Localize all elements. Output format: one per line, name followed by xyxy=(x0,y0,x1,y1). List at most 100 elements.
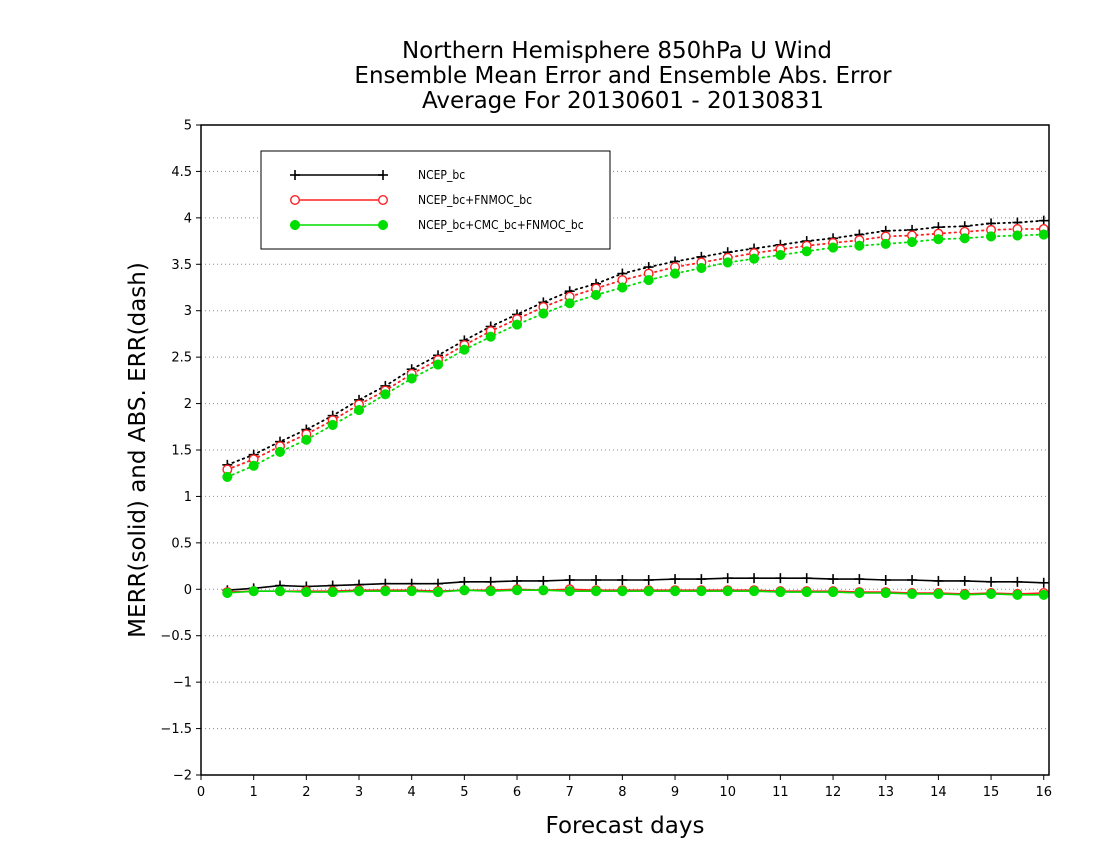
abs-error-point xyxy=(538,308,549,319)
abs-error-point xyxy=(986,231,997,242)
mean-error-point xyxy=(907,575,918,585)
x-tick-label: 8 xyxy=(618,785,626,800)
abs-error-point xyxy=(1038,215,1049,226)
y-tick-label: 0.5 xyxy=(171,536,192,551)
mean-error-point xyxy=(1038,589,1049,600)
abs-error-point xyxy=(696,262,707,274)
y-axis-title: MERR(solid) and ABS. ERR(dash) xyxy=(125,262,151,638)
y-tick-label: 1 xyxy=(184,490,192,505)
abs-error-point xyxy=(669,268,681,279)
x-tick-label: 6 xyxy=(513,785,521,800)
mean-error-point xyxy=(696,586,707,597)
mean-error-line xyxy=(227,577,1044,592)
abs-error-line xyxy=(226,219,1045,466)
y-tick-label: 0 xyxy=(184,583,192,598)
abs-error-point xyxy=(722,257,733,268)
x-tick-label: 4 xyxy=(408,785,416,800)
mean-error-point xyxy=(907,588,918,599)
mean-error-point xyxy=(722,573,733,584)
abs-error-point xyxy=(590,289,602,300)
x-tick-label: 11 xyxy=(772,785,789,800)
abs-error-point xyxy=(353,405,365,416)
mean-error-point xyxy=(1012,589,1023,600)
abs-error-point xyxy=(459,344,470,355)
mean-error-point xyxy=(933,575,944,586)
x-tick-label: 15 xyxy=(983,785,1000,800)
x-tick-label: 2 xyxy=(302,785,310,800)
legend-label: NCEP_bc+CMC_bc+FNMOC_bc xyxy=(418,218,584,232)
mean-error-point xyxy=(564,586,575,597)
y-tick-label: −1.5 xyxy=(160,722,192,737)
abs-error-point xyxy=(327,419,338,430)
mean-error-point xyxy=(380,586,391,597)
legend-marker xyxy=(377,219,389,231)
y-tick-label: 3 xyxy=(184,304,192,319)
abs-error-point xyxy=(432,359,444,370)
abs-error-point xyxy=(380,389,391,400)
mean-error-point xyxy=(301,587,312,598)
legend-marker xyxy=(290,194,301,205)
mean-error-point xyxy=(511,585,523,596)
mean-error-point xyxy=(827,587,839,598)
abs-error-point xyxy=(1038,229,1049,240)
x-tick-label: 7 xyxy=(566,785,574,800)
mean-error-point xyxy=(432,587,444,598)
legend-marker xyxy=(289,219,301,231)
mean-error-point xyxy=(485,586,496,597)
mean-error-point xyxy=(959,589,970,600)
abs-error-point xyxy=(301,434,312,445)
abs-error-point xyxy=(617,282,628,293)
x-tick-label: 3 xyxy=(355,785,363,800)
legend-marker xyxy=(378,194,389,205)
y-tick-label: 2 xyxy=(184,397,192,412)
mean-error-point xyxy=(538,585,549,596)
abs-error-point xyxy=(406,373,417,384)
mean-error-point xyxy=(986,576,997,587)
abs-error-point xyxy=(933,234,944,245)
abs-error-point xyxy=(907,236,918,248)
mean-error-point xyxy=(591,575,602,585)
abs-error-point xyxy=(827,242,839,253)
abs-error-point xyxy=(485,331,496,342)
mean-error-point xyxy=(512,575,523,586)
abs-error-point xyxy=(775,249,786,261)
mean-error-point xyxy=(775,573,786,584)
mean-error-point xyxy=(406,586,417,597)
mean-error-point xyxy=(775,587,786,598)
y-tick-label: 5 xyxy=(184,119,192,134)
abs-error-line xyxy=(226,228,1045,471)
x-tick-label: 0 xyxy=(197,785,205,800)
x-tick-label: 12 xyxy=(825,785,842,800)
mean-error-point xyxy=(828,574,839,585)
mean-error-point xyxy=(959,575,970,586)
mean-error-point xyxy=(854,587,865,599)
mean-error-point xyxy=(590,586,602,597)
mean-error-point xyxy=(327,587,338,598)
mean-error-point xyxy=(617,575,628,585)
plot-series xyxy=(222,215,1049,600)
mean-error-point xyxy=(538,575,549,586)
mean-error-point xyxy=(854,574,865,585)
legend-marker xyxy=(290,170,300,180)
mean-error-point xyxy=(933,588,944,599)
series-1 xyxy=(222,223,1049,599)
x-tick-label: 13 xyxy=(877,785,894,800)
abs-error-point xyxy=(801,246,812,257)
mean-error-point xyxy=(485,576,496,587)
mean-error-point xyxy=(248,586,259,597)
mean-error-point xyxy=(1012,576,1023,587)
mean-error-point xyxy=(222,587,233,599)
title-line-1: Northern Hemisphere 850hPa U Wind xyxy=(402,38,832,64)
mean-error-point xyxy=(696,574,707,585)
x-tick-label: 9 xyxy=(671,785,679,800)
mean-error-point xyxy=(564,575,575,585)
abs-error-point xyxy=(748,253,760,264)
title-line-2: Ensemble Mean Error and Ensemble Abs. Er… xyxy=(354,63,892,89)
mean-error-point xyxy=(459,585,470,596)
mean-error-point xyxy=(880,587,891,599)
y-tick-label: 2.5 xyxy=(171,351,192,366)
legend-label: NCEP_bc+FNMOC_bc xyxy=(418,193,532,207)
legend: NCEP_bc NCEP_bc+FNMOC_bc NCEP_bc+CMC_bc+FN… xyxy=(260,150,611,250)
mean-error-point xyxy=(880,575,891,585)
